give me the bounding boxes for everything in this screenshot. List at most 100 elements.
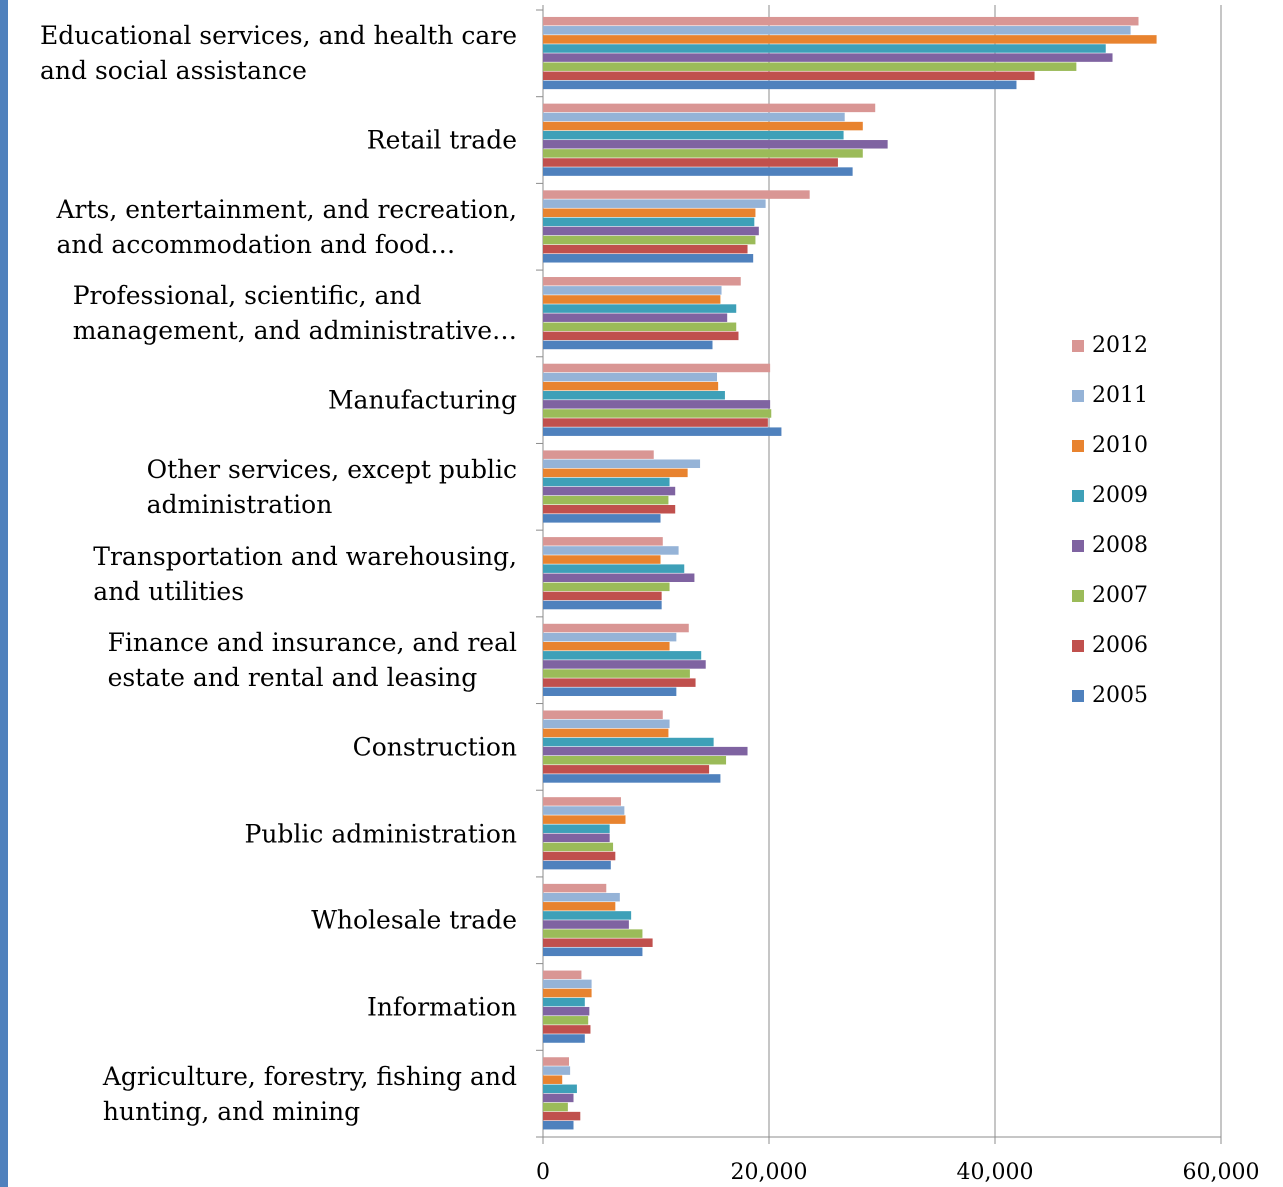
bar xyxy=(543,988,592,998)
legend-label: 2012 xyxy=(1092,333,1148,358)
bar xyxy=(543,1093,574,1103)
bar xyxy=(543,277,741,286)
bar xyxy=(543,295,721,304)
bar xyxy=(543,459,701,469)
legend-swatch xyxy=(1072,490,1084,502)
bar xyxy=(543,103,876,113)
bar xyxy=(543,851,616,861)
bar xyxy=(543,286,722,295)
bar xyxy=(543,313,728,322)
bar xyxy=(543,16,1139,26)
bar xyxy=(543,62,1077,71)
bar xyxy=(543,833,610,843)
bar xyxy=(543,860,611,870)
bar xyxy=(543,340,713,350)
bar xyxy=(543,774,721,783)
bar xyxy=(543,824,610,833)
bar xyxy=(543,623,689,633)
bar xyxy=(543,130,844,140)
bar xyxy=(543,244,748,254)
bar xyxy=(543,140,888,149)
bar xyxy=(543,254,754,263)
category-label: Other services, except public administra… xyxy=(146,454,517,519)
bar xyxy=(543,44,1106,53)
legend-swatch xyxy=(1072,390,1084,402)
bar xyxy=(543,217,755,227)
bar xyxy=(543,235,756,245)
bar xyxy=(543,582,670,592)
bar xyxy=(543,486,676,496)
category-label: Retail trade xyxy=(366,125,517,155)
bar xyxy=(543,911,632,920)
bar xyxy=(543,892,620,902)
legend-label: 2011 xyxy=(1092,383,1148,408)
bar xyxy=(543,363,771,373)
legend-label: 2008 xyxy=(1092,533,1148,558)
bar xyxy=(543,1057,569,1066)
category-label: Public administration xyxy=(244,819,518,849)
bar xyxy=(543,678,696,687)
bar xyxy=(543,304,737,313)
bar xyxy=(543,1120,574,1130)
x-tick-label: 60,000 xyxy=(1183,1160,1260,1185)
bar xyxy=(543,1066,571,1075)
bar xyxy=(543,53,1113,62)
bar xyxy=(543,1084,577,1094)
category-label: Educational services, and health care an… xyxy=(39,21,517,86)
category-label: Information xyxy=(366,992,517,1022)
bar xyxy=(543,1006,590,1016)
bar xyxy=(543,920,629,929)
category-label: Wholesale trade xyxy=(311,905,517,935)
bar xyxy=(543,651,702,660)
bar xyxy=(543,35,1157,44)
bar xyxy=(543,537,663,546)
bar xyxy=(543,573,695,582)
bar xyxy=(543,121,863,131)
bar xyxy=(543,815,626,824)
bar xyxy=(543,929,643,938)
bar xyxy=(543,632,677,642)
legend-swatch xyxy=(1072,440,1084,452)
bar xyxy=(543,970,582,980)
bar xyxy=(543,806,625,815)
bar xyxy=(543,1016,589,1025)
bar xyxy=(543,1034,585,1043)
bar xyxy=(543,495,669,505)
bar xyxy=(543,427,782,436)
bar xyxy=(543,372,718,382)
legend-label: 2006 xyxy=(1092,633,1148,658)
bar xyxy=(543,505,676,514)
bar xyxy=(543,746,748,756)
bar xyxy=(543,641,670,651)
category-label: Manufacturing xyxy=(327,385,517,415)
bar xyxy=(543,80,1017,90)
bar xyxy=(543,902,616,911)
side-stripe xyxy=(0,0,8,1187)
bar xyxy=(543,737,714,747)
legend-label: 2010 xyxy=(1092,433,1148,458)
x-tick-label: 0 xyxy=(536,1160,550,1185)
bar xyxy=(543,660,706,669)
bar xyxy=(543,687,677,696)
bar xyxy=(543,450,654,459)
bar xyxy=(543,797,621,806)
bar xyxy=(543,514,661,523)
bar xyxy=(543,719,670,729)
bar xyxy=(543,947,643,957)
bar xyxy=(543,755,727,765)
bar xyxy=(543,418,768,427)
x-tick-label: 20,000 xyxy=(731,1160,808,1185)
bar xyxy=(543,71,1035,81)
bar xyxy=(543,199,766,208)
bar xyxy=(543,997,585,1007)
bar xyxy=(543,208,756,218)
bar xyxy=(543,555,661,564)
bar xyxy=(543,1102,568,1112)
category-label: Transportation and warehousing, and util… xyxy=(93,541,517,606)
bar xyxy=(543,468,688,478)
bar xyxy=(543,1075,563,1084)
legend-swatch xyxy=(1072,640,1084,652)
bar xyxy=(543,564,685,573)
